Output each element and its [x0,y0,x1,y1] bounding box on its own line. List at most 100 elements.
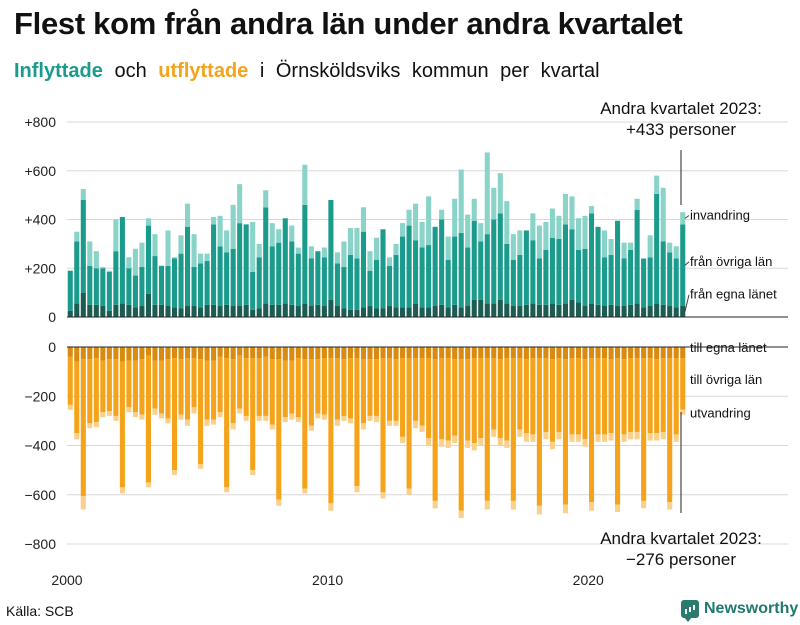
bar-out-segment [484,358,490,501]
bar-in-segment [641,258,647,308]
bar-in-segment [491,187,497,220]
bar-out-segment [667,347,673,359]
bar-in-segment [256,257,262,309]
bar-out-segment [647,433,653,441]
bar-out-segment [321,414,327,420]
bar-out-segment [126,360,132,408]
bar-out-segment [543,431,549,440]
bar-out-segment [478,347,484,359]
bar-in-segment [334,306,340,317]
bar-in-segment [276,304,282,317]
bar-out-segment [432,359,438,501]
bar-in-segment [80,200,86,293]
bar-out-segment [341,415,347,421]
bar-out-segment [354,486,360,493]
bar-in-segment [530,213,536,241]
bar-in-segment [615,220,621,307]
bar-out-segment [100,412,106,418]
bar-out-segment [113,347,119,360]
bar-out-segment [530,434,536,442]
bar-in-segment [621,242,627,259]
bar-out-segment [211,347,217,361]
bar-in-segment [152,256,158,305]
bar-in-segment [263,190,269,208]
bar-in-segment [113,219,119,252]
bar-in-segment [426,307,432,317]
bar-in-segment [373,237,380,260]
bar-in-segment [185,226,191,307]
bar-in-segment [556,239,562,305]
bar-out-segment [608,359,614,434]
bar-out-segment [380,347,386,359]
bar-in-segment [152,234,158,257]
bar-in-segment [276,229,282,243]
bar-in-segment [602,306,608,317]
bar-in-segment [360,307,367,317]
bar-in-segment [367,270,373,307]
bar-in-segment [536,225,542,259]
bar-out-segment [602,347,608,359]
bar-in-segment [158,304,165,317]
bar-out-segment [80,495,86,510]
bar-in-segment [452,304,458,317]
bar-out-segment [432,500,438,509]
x-tick-label: 2020 [573,572,604,588]
bar-in-segment [93,268,99,305]
bar-in-segment [334,252,340,264]
bar-in-segment [478,223,484,242]
bar-in-segment [315,251,321,305]
bar-in-segment [465,306,471,317]
bar-in-segment [439,304,445,317]
bar-out-segment [211,419,217,425]
bar-in-segment [198,253,204,264]
bar-in-segment [497,173,503,214]
bar-in-segment [295,247,301,254]
bar-in-segment [302,204,308,304]
bar-out-segment [380,358,386,493]
bar-in-segment [321,247,327,258]
bar-out-segment [106,411,112,416]
legend-inflyttade: Inflyttade [14,60,103,82]
bar-out-segment [484,347,490,359]
bar-in-segment [452,236,458,305]
bar-in-segment [80,189,86,200]
bar-out-segment [256,358,262,416]
bar-out-segment [615,347,621,359]
bar-out-segment [549,441,555,450]
bar-in-segment [380,308,386,317]
bar-out-segment [386,420,393,426]
bar-out-segment [634,358,640,432]
bar-in-segment [634,198,640,210]
bar-in-segment [471,220,477,300]
bar-in-segment [302,303,308,317]
bar-in-segment [126,268,132,305]
series-label: till övriga län [690,372,762,387]
bar-in-segment [119,303,125,317]
bar-in-segment [413,303,419,317]
bar-out-segment [185,419,191,426]
bar-out-segment [211,360,217,420]
bar-out-segment [660,358,666,432]
bar-in-segment [647,235,653,258]
bar-out-segment [269,359,275,425]
bar-in-segment [308,246,314,259]
bar-out-segment [673,434,679,442]
bar-in-segment [549,208,555,238]
bar-out-segment [497,438,503,446]
bar-out-segment [165,359,171,419]
bar-out-segment [217,347,223,357]
bar-in-segment [575,218,582,250]
bar-in-segment [491,303,497,317]
bar-out-segment [523,359,529,434]
bar-out-segment [562,359,568,505]
bar-in-segment [556,304,562,317]
bar-in-segment [556,215,562,239]
bar-in-segment [608,239,614,255]
bar-in-segment [582,215,588,249]
bar-in-segment [139,242,145,268]
bar-in-segment [165,265,171,307]
bar-out-segment [458,359,464,511]
bar-out-segment [484,500,490,510]
bar-in-segment [256,308,262,317]
bar-in-segment [132,307,138,317]
